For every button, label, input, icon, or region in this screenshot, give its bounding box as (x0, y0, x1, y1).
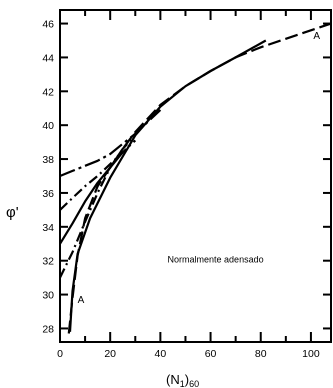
x-tick-label: 40 (155, 348, 167, 360)
y-tick-label: 28 (42, 323, 54, 335)
annotation-2: A (313, 31, 320, 42)
x-axis-label: (N1)60 (166, 372, 199, 388)
y-tick-label: 46 (42, 19, 54, 31)
ticks-layer (59, 10, 331, 342)
y-tick-label: 40 (42, 120, 54, 132)
x-axis-label-sub1: 1 (180, 379, 185, 388)
y-tick-label: 42 (42, 86, 54, 98)
y-tick-label: 34 (42, 222, 54, 234)
y-tick-label: 30 (42, 290, 54, 302)
x-axis-label-sub2: 60 (189, 379, 199, 388)
y-tick-label: 32 (42, 256, 54, 268)
x-tick-label: 100 (302, 348, 320, 360)
annotation-1: Normalmente adensado (168, 254, 264, 264)
series-line-4 (59, 134, 137, 279)
x-tick-label: 20 (104, 348, 116, 360)
x-tick-label: 0 (57, 348, 63, 360)
y-tick-label: 44 (42, 52, 54, 64)
y-axis-label: φ' (6, 204, 19, 221)
series-line-3 (59, 151, 124, 245)
series-line-6 (59, 109, 162, 178)
series-line-2 (68, 39, 267, 332)
x-tick-label: 80 (255, 348, 267, 360)
series-layer (59, 22, 332, 334)
x-axis-label-close: ) (185, 372, 189, 387)
series-line-5 (59, 139, 137, 211)
y-tick-label: 38 (42, 154, 54, 166)
x-axis-label-base: (N (166, 372, 180, 387)
annotation-3: A (78, 295, 85, 306)
series-line-1 (67, 22, 332, 334)
plot-frame (59, 9, 332, 343)
x-tick-label: 60 (205, 348, 217, 360)
y-tick-label: 36 (42, 188, 54, 200)
labels-layer: 0 20 40 60 80 100 28 30 32 34 36 38 40 42 44 46 Normalme… (42, 19, 320, 360)
